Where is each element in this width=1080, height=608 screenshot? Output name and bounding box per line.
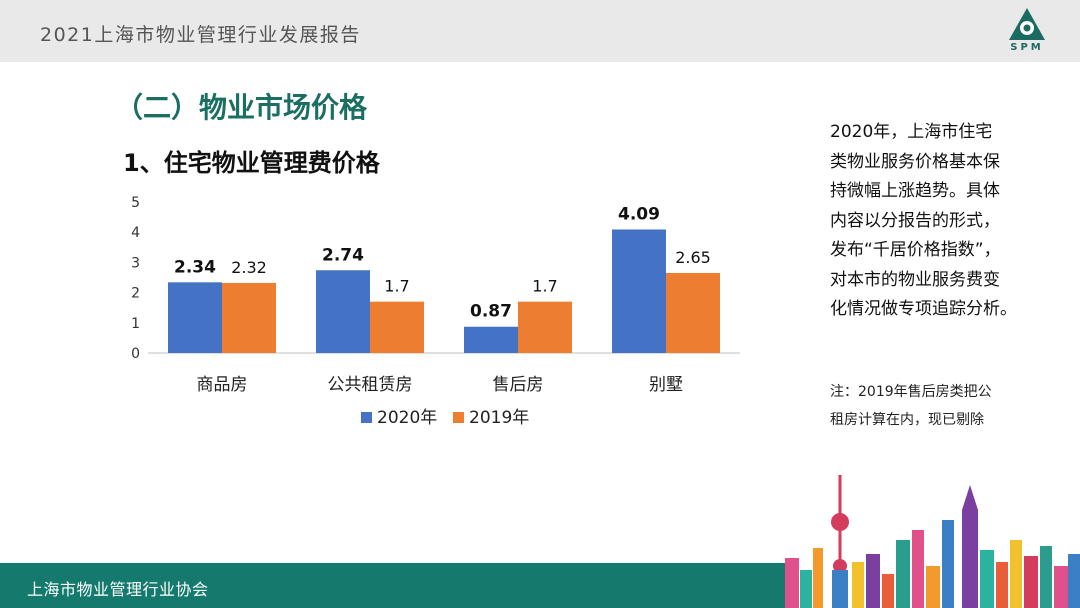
bar-series1 [168,282,222,353]
data-label: 2.74 [322,245,364,265]
header-bar: 2021上海市物业管理行业发展报告 SPM [0,0,1080,62]
summary-line: 对本市的物业服务费变 [830,269,1000,290]
y-tick-label: 5 [131,195,140,211]
legend-label: 2020年 [377,408,437,428]
legend-swatch [361,412,372,423]
bar-series1 [464,326,518,353]
logo-text: SPM [1010,42,1044,53]
data-label: 0.87 [470,302,512,322]
y-tick-label: 2 [131,286,140,302]
y-tick-label: 1 [131,316,140,332]
x-tick-label: 售后房 [493,375,544,395]
bar-series1 [612,229,666,353]
y-tick-label: 4 [131,225,140,241]
report-title: 2021上海市物业管理行业发展报告 [40,24,361,46]
bar-chart: 0 1 2 3 4 5 2.34 2.32 商品房 2.74 1.7 公共租赁房 0.87 1.7 售后房 4… [131,195,740,428]
x-tick-label: 商品房 [197,375,248,395]
legend-swatch [453,412,464,423]
summary-line: 持微幅上涨趋势。具体 [830,181,1000,201]
data-label: 2.34 [174,257,216,277]
x-tick-label: 公共租赁房 [328,375,413,395]
summary-text: 2020年，上海市住宅 类物业服务价格基本保 持微幅上涨趋势。具体 内容以分报告… [830,118,1050,325]
y-tick-label: 0 [131,346,140,362]
summary-line: 发布“千居价格指数”， [830,240,1001,260]
bar-series2 [518,301,572,353]
bar-series2 [222,282,276,353]
footnote-line: 注：2019年售后房类把公 [830,384,992,400]
summary-line: 2020年，上海市住宅 [830,122,993,142]
bar-series2 [370,301,424,353]
summary-line: 类物业服务价格基本保 [830,151,1000,172]
association-name: 上海市物业管理行业协会 [27,580,209,599]
data-label: 2.32 [231,258,267,277]
bar-series2 [666,272,720,353]
data-label: 1.7 [384,277,409,296]
bar-series1 [316,270,370,353]
section-title: （二）物业市场价格 [115,91,368,124]
x-tick-label: 别墅 [649,375,683,395]
y-tick-label: 3 [131,255,140,271]
footnote: 注：2019年售后房类把公 租房计算在内，现已剔除 [830,378,1050,434]
spm-logo-icon [1009,8,1045,40]
data-label: 2.65 [675,248,711,267]
summary-line: 化情况做专项追踪分析。 [830,299,1017,319]
data-label: 4.09 [618,204,660,224]
chart-title: 1、住宅物业管理费价格 [123,149,380,177]
footer-bar: 上海市物业管理行业协会 [0,563,790,608]
footnote-line: 租房计算在内，现已剔除 [830,412,984,428]
summary-line: 内容以分报告的形式， [830,210,1000,231]
data-label: 1.7 [532,277,557,296]
spm-logo: SPM [1000,6,1054,58]
city-skyline-illustration [785,475,1080,608]
legend-label: 2019年 [469,408,529,428]
